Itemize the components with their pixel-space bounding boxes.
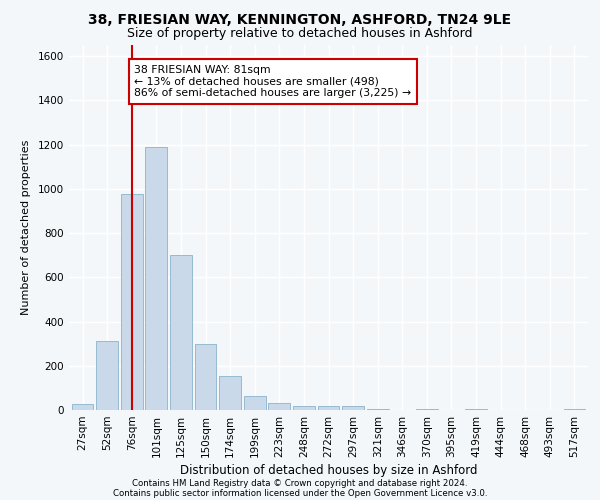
Text: 38, FRIESIAN WAY, KENNINGTON, ASHFORD, TN24 9LE: 38, FRIESIAN WAY, KENNINGTON, ASHFORD, T…: [88, 12, 512, 26]
Bar: [170, 255, 192, 410]
Bar: [342, 406, 364, 410]
Bar: [367, 409, 389, 410]
Text: Size of property relative to detached houses in Ashford: Size of property relative to detached ho…: [127, 28, 473, 40]
Bar: [145, 147, 167, 410]
Bar: [268, 404, 290, 410]
X-axis label: Distribution of detached houses by size in Ashford: Distribution of detached houses by size …: [180, 464, 477, 477]
Bar: [465, 409, 487, 410]
Bar: [194, 344, 217, 410]
Bar: [121, 194, 143, 410]
Bar: [97, 342, 118, 410]
Bar: [244, 396, 266, 410]
Bar: [416, 409, 438, 410]
Bar: [317, 406, 340, 410]
Bar: [293, 406, 315, 410]
Y-axis label: Number of detached properties: Number of detached properties: [21, 140, 31, 315]
Bar: [563, 409, 585, 410]
Bar: [219, 376, 241, 410]
Text: Contains public sector information licensed under the Open Government Licence v3: Contains public sector information licen…: [113, 488, 487, 498]
Bar: [72, 404, 94, 410]
Text: Contains HM Land Registry data © Crown copyright and database right 2024.: Contains HM Land Registry data © Crown c…: [132, 478, 468, 488]
Text: 38 FRIESIAN WAY: 81sqm
← 13% of detached houses are smaller (498)
86% of semi-de: 38 FRIESIAN WAY: 81sqm ← 13% of detached…: [134, 65, 412, 98]
